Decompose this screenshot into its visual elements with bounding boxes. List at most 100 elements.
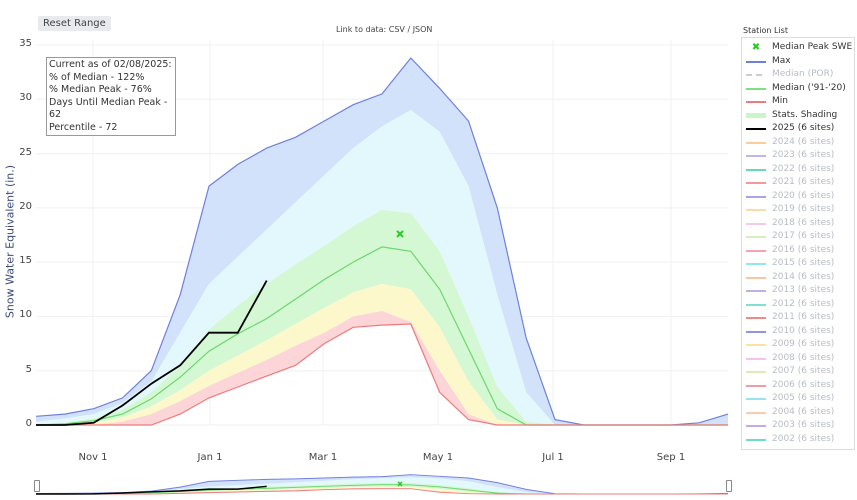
legend-item[interactable]: 2016 (6 sites) [742,244,854,258]
csv-link[interactable]: CSV [388,25,405,34]
legend-item[interactable]: 2014 (6 sites) [742,271,854,285]
legend-item[interactable]: Min [742,95,854,109]
band-90-70 [36,110,728,425]
legend-item[interactable]: 2012 (6 sites) [742,298,854,312]
line-swatch-icon [746,236,766,238]
legend-item[interactable]: Max [742,55,854,69]
legend-item-label: 2011 (6 sites) [772,312,835,322]
legend-item[interactable]: ✖ Median Peak SWE [742,41,854,55]
legend-item[interactable]: 2005 (6 sites) [742,392,854,406]
band-90-70 [36,477,728,494]
line-swatch-icon [746,330,766,333]
line-swatch-icon [746,344,766,346]
min-line [36,488,728,495]
legend-item-label: 2025 (6 sites) [772,123,835,133]
line-swatch-icon [746,249,766,252]
legend-item[interactable]: 2002 (6 sites) [742,433,854,447]
legend-item[interactable]: Median (POR) [742,68,854,82]
range-slider-right-handle[interactable] [726,480,732,492]
y-tick-label: 10 [19,309,32,321]
range-slider-left-handle[interactable] [34,480,40,492]
x-marker-icon: ✖ [751,42,761,53]
legend-item-label: 2002 (6 sites) [772,433,835,444]
line-swatch-icon [746,276,766,279]
line-swatch-icon [746,263,766,265]
line-swatch-icon [746,438,766,441]
line-swatch-icon [746,101,766,103]
legend-item[interactable]: 2018 (6 sites) [742,217,854,231]
legend-item[interactable]: 2009 (6 sites) [742,338,854,352]
legend-item-label: Min [772,96,788,106]
line-swatch-icon [746,411,766,414]
legend-item-label: 2009 (6 sites) [772,339,835,349]
legend-item[interactable]: 2023 (6 sites) [742,149,854,163]
line-swatch-icon [746,87,766,90]
legend-item-label: 2023 (6 sites) [772,150,835,160]
legend-item-label: 2005 (6 sites) [772,393,835,403]
legend-item-label: 2013 (6 sites) [772,285,835,295]
legend-item[interactable]: 2017 (6 sites) [742,230,854,244]
legend-item[interactable]: 2007 (6 sites) [742,365,854,379]
y-tick-label: 20 [19,200,32,212]
legend-item-label: 2016 (6 sites) [772,244,835,255]
legend-item-label: 2014 (6 sites) [772,271,835,282]
y-tick-label: 25 [19,146,32,158]
median-peak-marker[interactable] [396,230,404,238]
x-tick-label: Sep 1 [656,452,686,463]
legend-item-label: Median (POR) [772,69,834,79]
legend-item[interactable]: 2006 (6 sites) [742,379,854,393]
legend-item-label: 2019 (6 sites) [772,204,835,214]
line-swatch-icon [746,182,766,184]
legend-item[interactable]: 2010 (6 sites) [742,325,854,339]
legend-item-label: 2015 (6 sites) [772,258,835,268]
info-percentile: Percentile - 72 [49,121,118,133]
legend-item[interactable]: Stats. Shading [742,109,854,123]
mini-median-peak-marker [397,481,403,487]
legend: ✖ Median Peak SWE Max Median (POR) Median ('… [741,37,855,450]
x-tick-label: Nov 1 [78,452,108,463]
reset-range-button[interactable]: Reset Range [38,16,111,31]
legend-item-label: 2012 (6 sites) [772,298,835,309]
legend-title: Station List [743,26,788,35]
band-10-min [36,311,728,425]
line-swatch-icon [746,195,766,198]
line-swatch-icon [746,60,766,63]
legend-item[interactable]: 2004 (6 sites) [742,406,854,420]
current-year-line [36,485,267,495]
legend-item[interactable]: 2020 (6 sites) [742,190,854,204]
line-swatch-icon [746,222,766,225]
x-tick-label: Jul 1 [542,452,564,463]
legend-item[interactable]: 2021 (6 sites) [742,176,854,190]
legend-item-label: 2024 (6 sites) [772,136,835,147]
current-year-line [36,280,268,426]
legend-item[interactable]: 2011 (6 sites) [742,311,854,325]
line-swatch-icon [746,209,766,211]
line-swatch-icon [746,128,766,130]
legend-item-label: 2003 (6 sites) [772,420,835,430]
legend-item[interactable]: 2025 (6 sites) [742,122,854,136]
legend-item[interactable]: 2008 (6 sites) [742,352,854,366]
legend-item[interactable]: 2022 (6 sites) [742,163,854,177]
json-link[interactable]: JSON [412,25,433,34]
current-conditions-box: Current as of 02/08/2025: % of Median - … [46,57,176,136]
legend-item-label: 2004 (6 sites) [772,406,835,417]
legend-item[interactable]: 2024 (6 sites) [742,136,854,150]
info-days-until-peak: Days Until Median Peak - 62 [49,96,168,121]
legend-item[interactable]: 2015 (6 sites) [742,257,854,271]
line-swatch-icon [746,290,766,292]
legend-item[interactable]: 2019 (6 sites) [742,203,854,217]
legend-item-label: Median Peak SWE [772,42,853,52]
legend-item[interactable]: 2003 (6 sites) [742,419,854,433]
info-date: Current as of 02/08/2025: [49,59,172,70]
line-swatch-icon [746,317,766,319]
min-line [36,323,728,426]
legend-item[interactable]: 2013 (6 sites) [742,284,854,298]
line-swatch-icon [746,357,766,360]
legend-item[interactable]: Median ('91-'20) [742,82,854,96]
legend-item-label: 2010 (6 sites) [772,325,835,336]
x-tick-label: Jan 1 [197,452,223,463]
legend-item-label: 2020 (6 sites) [772,190,835,201]
x-tick-label: Mar 1 [308,452,338,463]
legend-item-label: 2017 (6 sites) [772,231,835,241]
